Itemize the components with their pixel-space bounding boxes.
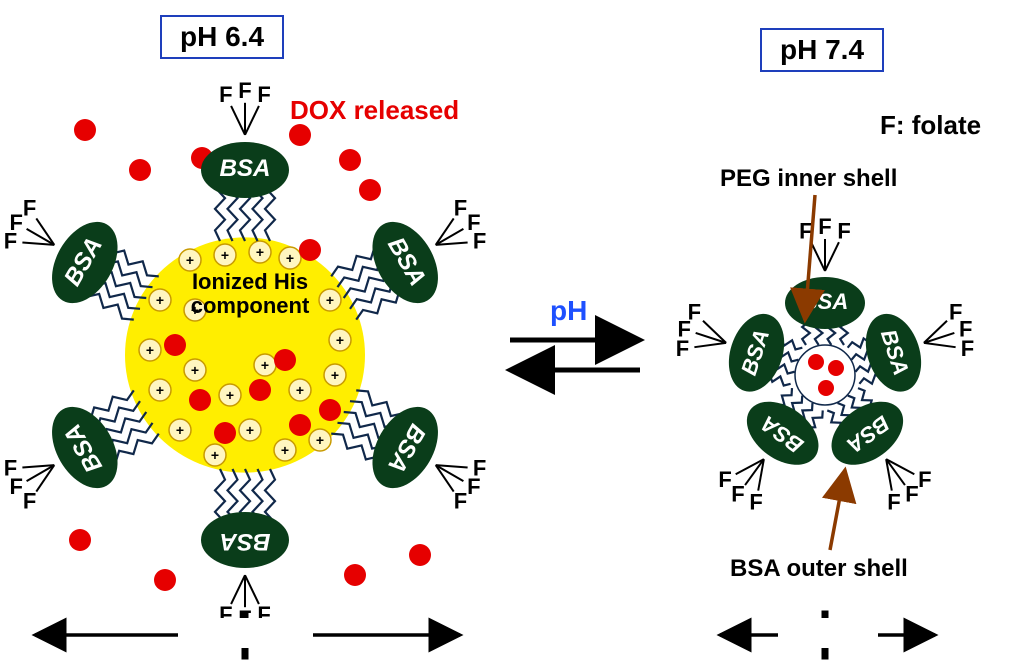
svg-text:+: + <box>316 432 324 448</box>
right-core <box>795 345 855 405</box>
svg-text:+: + <box>146 342 154 358</box>
right-bsa-3-f-2: F <box>718 467 731 492</box>
dox-inside-left-1 <box>164 334 186 356</box>
svg-text:+: + <box>211 447 219 463</box>
left-bsa-0-f-0: F <box>219 82 232 107</box>
dox-inside-right-1 <box>828 360 844 376</box>
right-bsa-0-f-2: F <box>837 218 850 243</box>
bsa-outer-callout-arrow <box>830 470 845 550</box>
left-bsa-1-f-0: F <box>454 196 467 221</box>
left-bsa-0-f-2: F <box>257 82 270 107</box>
left-bsa-2-f-2: F <box>454 488 467 513</box>
svg-text:+: + <box>256 244 264 260</box>
dox-released-9 <box>409 544 431 566</box>
dox-inside-left-3 <box>214 422 236 444</box>
right-bsa-0: BSA <box>785 277 865 329</box>
svg-text:+: + <box>336 332 344 348</box>
right-bsa-2-f-0: F <box>918 467 931 492</box>
svg-text:+: + <box>246 422 254 438</box>
dox-inside-left-2 <box>189 389 211 411</box>
svg-text:+: + <box>156 382 164 398</box>
dox-released-1 <box>129 159 151 181</box>
left-bsa-3: BSA <box>201 512 289 568</box>
dox-inside-left-0 <box>299 239 321 261</box>
left-bsa-0: BSA <box>201 142 289 198</box>
dox-inside-left-6 <box>319 399 341 421</box>
svg-text:+: + <box>281 442 289 458</box>
diagram-svg: ++++++++++++++++++++BSAFFFBSAFFFBSAFFFBS… <box>0 0 1024 663</box>
svg-text:+: + <box>176 422 184 438</box>
ionized-his-label: Ionized His component <box>160 270 340 318</box>
left-bsa-5-f-1: F <box>9 210 22 235</box>
dox-inside-left-4 <box>249 379 271 401</box>
dox-inside-left-5 <box>289 414 311 436</box>
svg-text:+: + <box>261 357 269 373</box>
svg-text:+: + <box>191 362 199 378</box>
dox-released-3 <box>289 124 311 146</box>
right-bsa-0-f-1: F <box>818 214 831 239</box>
svg-text:+: + <box>226 387 234 403</box>
dox-released-4 <box>339 149 361 171</box>
dox-released-7 <box>154 569 176 591</box>
dox-inside-right-0 <box>808 354 824 370</box>
dox-released-5 <box>359 179 381 201</box>
svg-text:+: + <box>221 247 229 263</box>
svg-text:BSA: BSA <box>219 155 270 182</box>
right-bsa-2-f-1: F <box>905 482 918 507</box>
svg-text:+: + <box>331 367 339 383</box>
svg-text:+: + <box>286 250 294 266</box>
svg-text:+: + <box>186 252 194 268</box>
left-bsa-5-f-2: F <box>23 196 36 221</box>
right-bsa-2-f-2: F <box>887 489 900 514</box>
left-bsa-0-f-1: F <box>238 78 251 103</box>
right-bsa-4-f-2: F <box>688 299 701 324</box>
svg-text:BSA: BSA <box>219 528 270 555</box>
left-bsa-2-f-1: F <box>467 474 480 499</box>
right-bsa-3-f-1: F <box>731 482 744 507</box>
dox-inside-right-2 <box>818 380 834 396</box>
svg-text:+: + <box>296 382 304 398</box>
ionized-his-label-l2: component <box>191 293 310 318</box>
dox-released-8 <box>344 564 366 586</box>
right-bsa-1-f-2: F <box>961 336 974 361</box>
dox-released-0 <box>74 119 96 141</box>
right-bsa-3-f-0: F <box>749 489 762 514</box>
left-bsa-4-f-0: F <box>23 488 36 513</box>
dox-inside-left-7 <box>274 349 296 371</box>
left-bsa-4-f-2: F <box>4 455 17 480</box>
ionized-his-label-l1: Ionized His <box>192 269 308 294</box>
dox-released-6 <box>69 529 91 551</box>
left-bsa-1-f-2: F <box>473 229 486 254</box>
right-bsa-1: BSA <box>856 307 930 399</box>
